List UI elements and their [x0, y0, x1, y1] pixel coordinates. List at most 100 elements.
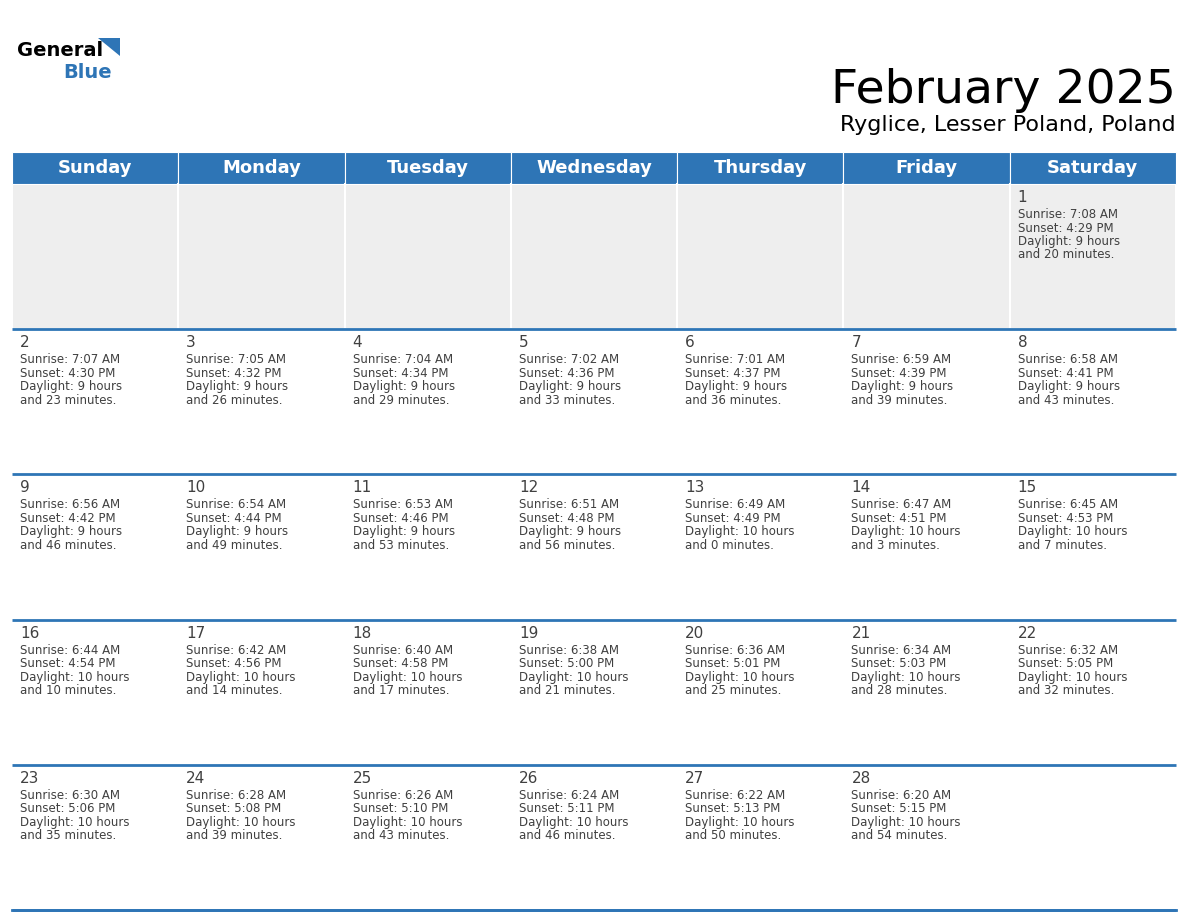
Text: Sunset: 5:00 PM: Sunset: 5:00 PM: [519, 657, 614, 670]
Text: and 54 minutes.: and 54 minutes.: [852, 829, 948, 843]
Text: Daylight: 10 hours: Daylight: 10 hours: [20, 671, 129, 684]
Text: Friday: Friday: [896, 159, 958, 177]
Text: Sunset: 4:37 PM: Sunset: 4:37 PM: [685, 366, 781, 380]
Text: and 36 minutes.: and 36 minutes.: [685, 394, 782, 407]
Text: 20: 20: [685, 625, 704, 641]
Bar: [1010, 620, 1176, 765]
Bar: [345, 152, 511, 184]
Text: and 28 minutes.: and 28 minutes.: [852, 684, 948, 697]
Text: Daylight: 9 hours: Daylight: 9 hours: [1018, 380, 1120, 393]
Text: 24: 24: [187, 771, 206, 786]
Text: Daylight: 10 hours: Daylight: 10 hours: [852, 816, 961, 829]
Text: Sunset: 4:54 PM: Sunset: 4:54 PM: [20, 657, 115, 670]
Text: and 39 minutes.: and 39 minutes.: [187, 829, 283, 843]
Text: Sunset: 5:06 PM: Sunset: 5:06 PM: [20, 802, 115, 815]
Text: 15: 15: [1018, 480, 1037, 496]
Text: Sunrise: 6:34 AM: Sunrise: 6:34 AM: [852, 644, 952, 656]
Text: 14: 14: [852, 480, 871, 496]
Text: Sunset: 4:48 PM: Sunset: 4:48 PM: [519, 512, 614, 525]
Bar: [12, 620, 178, 765]
Text: Sunrise: 6:51 AM: Sunrise: 6:51 AM: [519, 498, 619, 511]
Text: Sunrise: 6:20 AM: Sunrise: 6:20 AM: [852, 789, 952, 801]
Bar: [1010, 330, 1176, 475]
Text: Daylight: 10 hours: Daylight: 10 hours: [685, 525, 795, 538]
Text: Daylight: 10 hours: Daylight: 10 hours: [519, 671, 628, 684]
Text: Sunset: 4:42 PM: Sunset: 4:42 PM: [20, 512, 115, 525]
Text: 17: 17: [187, 625, 206, 641]
Bar: [12, 152, 178, 184]
Text: Daylight: 10 hours: Daylight: 10 hours: [1018, 671, 1127, 684]
Text: and 3 minutes.: and 3 minutes.: [852, 539, 941, 552]
Text: 25: 25: [353, 771, 372, 786]
Text: and 49 minutes.: and 49 minutes.: [187, 539, 283, 552]
Bar: [1010, 184, 1176, 330]
Text: 28: 28: [852, 771, 871, 786]
Text: 19: 19: [519, 625, 538, 641]
Bar: [345, 184, 511, 330]
Text: Wednesday: Wednesday: [536, 159, 652, 177]
Bar: [178, 620, 345, 765]
Bar: [843, 330, 1010, 475]
Text: and 17 minutes.: and 17 minutes.: [353, 684, 449, 697]
Bar: [511, 475, 677, 620]
Text: Sunset: 5:11 PM: Sunset: 5:11 PM: [519, 802, 614, 815]
Text: 6: 6: [685, 335, 695, 350]
Text: Sunset: 4:46 PM: Sunset: 4:46 PM: [353, 512, 448, 525]
Text: Daylight: 9 hours: Daylight: 9 hours: [685, 380, 788, 393]
Text: Sunrise: 7:08 AM: Sunrise: 7:08 AM: [1018, 208, 1118, 221]
Text: Daylight: 9 hours: Daylight: 9 hours: [852, 380, 954, 393]
Bar: [1010, 765, 1176, 910]
Text: Sunset: 4:58 PM: Sunset: 4:58 PM: [353, 657, 448, 670]
Text: Sunset: 4:53 PM: Sunset: 4:53 PM: [1018, 512, 1113, 525]
Text: and 33 minutes.: and 33 minutes.: [519, 394, 615, 407]
Bar: [511, 184, 677, 330]
Text: Sunset: 4:49 PM: Sunset: 4:49 PM: [685, 512, 781, 525]
Text: Sunrise: 7:05 AM: Sunrise: 7:05 AM: [187, 353, 286, 366]
Bar: [12, 765, 178, 910]
Text: Thursday: Thursday: [714, 159, 807, 177]
Text: Sunset: 5:08 PM: Sunset: 5:08 PM: [187, 802, 282, 815]
Bar: [677, 184, 843, 330]
Polygon shape: [97, 38, 120, 56]
Text: Daylight: 10 hours: Daylight: 10 hours: [685, 816, 795, 829]
Text: Sunrise: 6:40 AM: Sunrise: 6:40 AM: [353, 644, 453, 656]
Text: Sunrise: 6:28 AM: Sunrise: 6:28 AM: [187, 789, 286, 801]
Text: Sunrise: 6:42 AM: Sunrise: 6:42 AM: [187, 644, 286, 656]
Text: Daylight: 10 hours: Daylight: 10 hours: [187, 671, 296, 684]
Bar: [12, 475, 178, 620]
Text: Sunset: 4:29 PM: Sunset: 4:29 PM: [1018, 221, 1113, 234]
Text: Sunrise: 6:22 AM: Sunrise: 6:22 AM: [685, 789, 785, 801]
Text: Daylight: 10 hours: Daylight: 10 hours: [353, 816, 462, 829]
Bar: [511, 765, 677, 910]
Text: and 50 minutes.: and 50 minutes.: [685, 829, 782, 843]
Text: Sunrise: 7:04 AM: Sunrise: 7:04 AM: [353, 353, 453, 366]
Text: 26: 26: [519, 771, 538, 786]
Text: Blue: Blue: [64, 62, 113, 82]
Text: Ryglice, Lesser Poland, Poland: Ryglice, Lesser Poland, Poland: [840, 115, 1176, 135]
Text: Sunset: 5:05 PM: Sunset: 5:05 PM: [1018, 657, 1113, 670]
Bar: [511, 330, 677, 475]
Bar: [677, 330, 843, 475]
Text: 2: 2: [20, 335, 30, 350]
Bar: [677, 620, 843, 765]
Text: Sunrise: 6:26 AM: Sunrise: 6:26 AM: [353, 789, 453, 801]
Text: 27: 27: [685, 771, 704, 786]
Text: 21: 21: [852, 625, 871, 641]
Text: Sunrise: 6:36 AM: Sunrise: 6:36 AM: [685, 644, 785, 656]
Text: Daylight: 9 hours: Daylight: 9 hours: [187, 380, 289, 393]
Text: Sunrise: 6:47 AM: Sunrise: 6:47 AM: [852, 498, 952, 511]
Bar: [511, 620, 677, 765]
Text: and 46 minutes.: and 46 minutes.: [20, 539, 116, 552]
Text: Monday: Monday: [222, 159, 301, 177]
Text: and 0 minutes.: and 0 minutes.: [685, 539, 775, 552]
Text: Sunday: Sunday: [58, 159, 132, 177]
Text: Saturday: Saturday: [1048, 159, 1138, 177]
Text: Daylight: 10 hours: Daylight: 10 hours: [685, 671, 795, 684]
Bar: [677, 765, 843, 910]
Text: Daylight: 10 hours: Daylight: 10 hours: [1018, 525, 1127, 538]
Text: Sunrise: 6:49 AM: Sunrise: 6:49 AM: [685, 498, 785, 511]
Bar: [1010, 475, 1176, 620]
Text: Sunset: 5:15 PM: Sunset: 5:15 PM: [852, 802, 947, 815]
Bar: [12, 330, 178, 475]
Text: Sunset: 5:10 PM: Sunset: 5:10 PM: [353, 802, 448, 815]
